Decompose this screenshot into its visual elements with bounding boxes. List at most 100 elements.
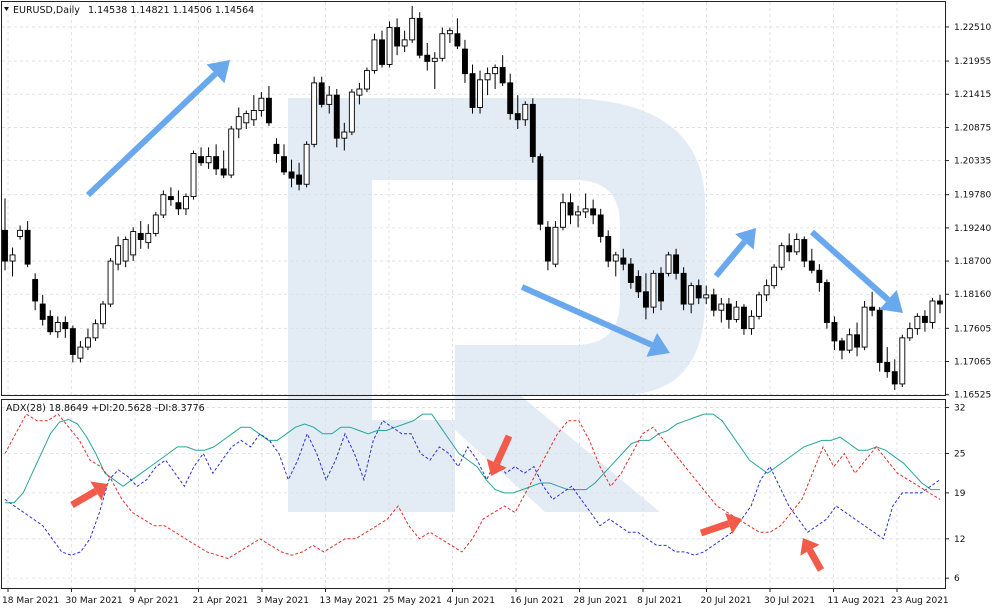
candle-down <box>213 156 220 170</box>
candle-up <box>183 196 189 210</box>
candle-down <box>642 291 649 308</box>
price-tick-label: 1.19780 <box>954 191 991 201</box>
signal-arrow-head <box>486 458 507 476</box>
candle-down <box>62 322 69 330</box>
candle-up <box>560 202 566 228</box>
signal-arrow <box>493 434 513 465</box>
candle-up <box>205 156 212 164</box>
downtrend-arrow-head <box>646 332 670 357</box>
candle-down <box>635 275 642 293</box>
candle-up <box>793 239 800 253</box>
dropdown-icon[interactable] <box>4 7 9 11</box>
candle-up <box>130 231 137 256</box>
candle-up <box>371 39 378 72</box>
candle-down <box>394 27 401 47</box>
series-line-adx <box>5 413 940 504</box>
candle-up <box>718 303 725 311</box>
candle-up <box>439 33 446 59</box>
candle-up <box>733 306 740 320</box>
candle-down <box>869 306 876 311</box>
adx-pane-border <box>1 399 946 589</box>
candle-up <box>899 337 906 385</box>
candle-down <box>39 303 46 320</box>
candle-up <box>311 82 318 145</box>
candle-up <box>9 254 16 262</box>
date-tick-label: 23 Aug 2021 <box>891 596 949 606</box>
candle-up <box>612 254 619 262</box>
candle-up <box>492 67 499 75</box>
price-tick-label: 1.17065 <box>954 358 991 368</box>
candle-down <box>597 214 604 237</box>
candle-down <box>273 143 280 154</box>
date-tick-label: 25 May 2021 <box>383 596 442 606</box>
date-tick-label: 18 Mar 2021 <box>2 596 59 606</box>
candle-up <box>431 57 438 62</box>
candle-down <box>537 156 544 225</box>
price-tick-label: 1.17605 <box>954 324 991 334</box>
candle-down <box>816 269 823 284</box>
candle-down <box>695 285 702 299</box>
candle-down <box>786 245 793 253</box>
candle-down <box>424 54 431 62</box>
candle-down <box>167 196 174 201</box>
candle-up <box>92 323 99 339</box>
candle-up <box>582 208 589 213</box>
candle-down <box>673 254 680 274</box>
candle-up <box>386 27 393 65</box>
price-pane-border <box>1 1 946 396</box>
candle-up <box>929 300 936 323</box>
candle-down <box>854 334 861 348</box>
price-grid <box>2 2 945 396</box>
uptrend-arrow-2 <box>713 239 747 278</box>
candle-down <box>318 82 325 105</box>
candle-down <box>137 232 144 241</box>
candle-down <box>175 202 182 210</box>
adx-tick-label: 6 <box>954 574 960 584</box>
candle-up <box>778 245 785 268</box>
candle-up <box>522 103 529 121</box>
candle-down <box>220 168 227 176</box>
date-tick-label: 4 Jun 2021 <box>447 596 495 606</box>
adx-grid <box>2 400 945 588</box>
candle-down <box>544 226 551 262</box>
price-tick-label: 1.21415 <box>954 90 991 100</box>
candle-up <box>665 254 672 274</box>
candle-up <box>84 337 91 348</box>
downtrend-arrow-2 <box>810 229 891 302</box>
price-tick-label: 1.18700 <box>954 257 991 267</box>
candle-up <box>363 70 370 90</box>
date-tick-label: 30 Jul 2021 <box>764 596 815 606</box>
date-tick-label: 9 Apr 2021 <box>129 596 179 606</box>
date-tick-label: 3 May 2021 <box>256 596 309 606</box>
adx-tick-label: 32 <box>954 404 965 414</box>
price-tick-label: 1.18160 <box>954 290 991 300</box>
candle-up <box>552 226 559 265</box>
candle-down <box>333 94 340 139</box>
candle-up <box>846 334 853 351</box>
adx-tick-label: 19 <box>954 489 966 499</box>
candle-up <box>258 97 265 111</box>
candle-down <box>2 229 8 262</box>
watermark-logo <box>288 98 705 512</box>
candle-up <box>115 245 122 265</box>
candle-down <box>454 33 461 47</box>
candle-down <box>620 257 627 265</box>
candle-up <box>250 110 257 121</box>
candle-down <box>741 306 747 330</box>
candle-up <box>145 232 152 244</box>
candle-down <box>680 272 687 305</box>
candle-down <box>507 82 514 115</box>
candle-up <box>77 346 84 359</box>
candle-down <box>499 67 506 84</box>
candle-up <box>54 322 61 333</box>
candle-down <box>801 239 808 262</box>
candle-down <box>605 236 612 262</box>
adx-axis: 32 25 19 12 6 <box>945 404 966 584</box>
candle-down <box>265 97 272 124</box>
price-tick-label: 1.16525 <box>954 391 991 401</box>
downtrend-arrow-2-head <box>879 289 903 313</box>
uptrend-arrow <box>85 71 218 198</box>
candle-down <box>281 156 287 173</box>
candle-up <box>409 17 416 41</box>
